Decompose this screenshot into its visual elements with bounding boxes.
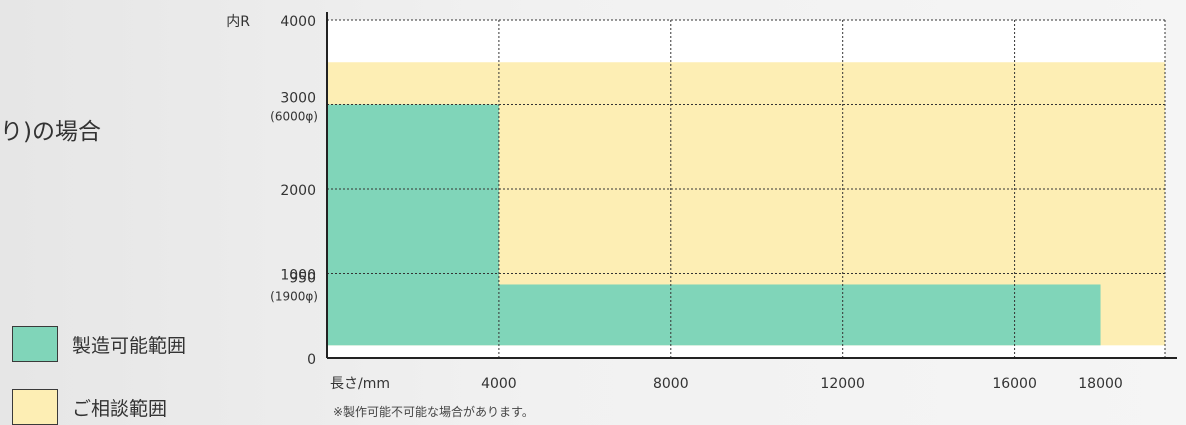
region-manufacturable-2 [498, 284, 1101, 346]
legend-swatch-manufacturable [12, 326, 58, 362]
x-tick-label-16000: 16000 [992, 376, 1037, 392]
legend-label-manufacturable: 製造可能範囲 [72, 334, 187, 357]
x-axis-label: 長さ/mm [330, 376, 390, 392]
y-tick-label-950: 950 [289, 270, 316, 286]
y-axis-label: 内R [226, 14, 250, 30]
y-tick-label-2000: 2000 [280, 183, 316, 199]
x-tick-label-8000: 8000 [653, 376, 689, 392]
x-tick-label-12000: 12000 [820, 376, 865, 392]
y-tick-sublabel-950: (1900φ) [270, 289, 318, 303]
legend-label-consultation: ご相談範囲 [72, 397, 168, 420]
page-heading: り)の場合 [0, 119, 101, 145]
legend-item-manufacturable: 製造可能範囲 [12, 326, 186, 362]
region-manufacturable-1 [327, 104, 499, 346]
chart-footnote: ※製作可能不可能な場合があります。 [333, 405, 534, 419]
x-tick-label-4000: 4000 [481, 376, 517, 392]
y-tick-sublabel-3000: (6000φ) [270, 110, 318, 124]
y-tick-label-3000: 3000 [280, 91, 316, 107]
y-tick-label-0: 0 [307, 352, 316, 368]
x-tick-label-18000: 18000 [1078, 376, 1123, 392]
y-tick-label-4000: 4000 [280, 14, 316, 30]
y-tick-label-1000: 1000 [280, 268, 316, 284]
